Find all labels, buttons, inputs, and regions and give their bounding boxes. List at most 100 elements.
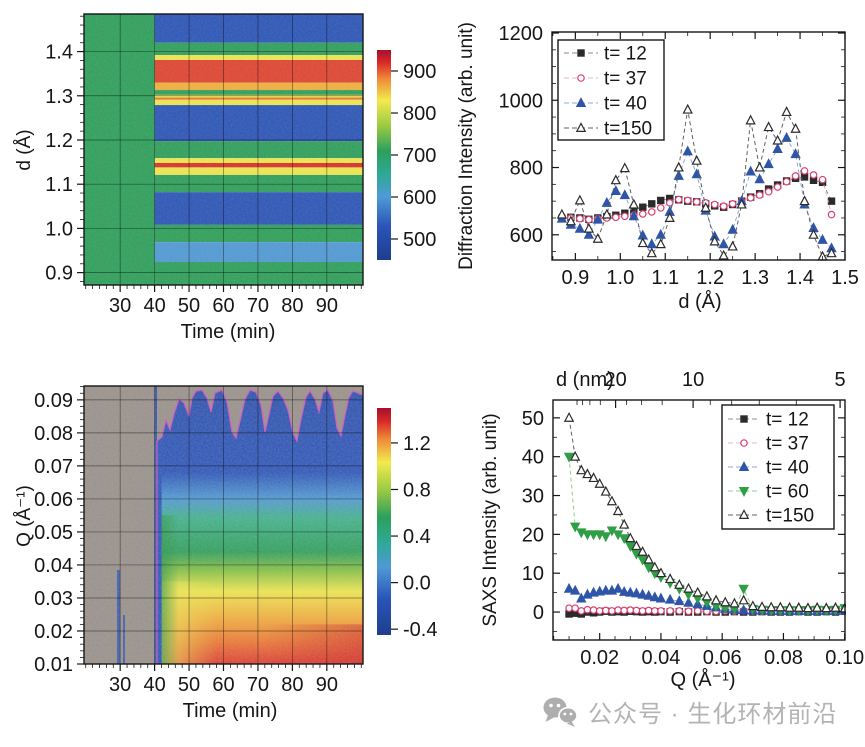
marker bbox=[583, 228, 595, 239]
marker bbox=[588, 530, 599, 541]
y-tick-label: 0.09 bbox=[34, 390, 73, 412]
x-axis-title: Q (Å⁻¹) bbox=[671, 668, 736, 691]
x-tick-label: 60 bbox=[212, 674, 234, 696]
x-tick-label: 1.2 bbox=[696, 267, 724, 289]
marker bbox=[727, 223, 738, 234]
marker bbox=[619, 162, 630, 173]
y-tick-label: 1000 bbox=[499, 90, 544, 112]
marker bbox=[648, 200, 656, 208]
legend-label: t= 12 bbox=[604, 44, 647, 65]
marker bbox=[755, 191, 764, 199]
y-tick-label: 1.3 bbox=[45, 86, 73, 108]
marker bbox=[618, 518, 630, 529]
marker bbox=[595, 607, 604, 615]
y-tick-label: 800 bbox=[510, 158, 543, 180]
marker bbox=[588, 472, 599, 483]
marker bbox=[674, 195, 683, 204]
x-tick-label: 0.9 bbox=[561, 267, 589, 289]
legend-label: t= 40 bbox=[604, 94, 647, 115]
x-tick-label: 0.06 bbox=[703, 647, 742, 669]
marker bbox=[666, 607, 674, 615]
marker bbox=[582, 530, 593, 541]
marker bbox=[727, 240, 738, 251]
panel-saxs: 0.02 0.04 0.06 0.08 0.10 0 10 20 30 40 50 20 10 5 d (n… bbox=[480, 369, 864, 691]
marker bbox=[631, 540, 642, 551]
marker bbox=[746, 193, 755, 202]
x-tick-label: 0.08 bbox=[764, 647, 803, 669]
marker bbox=[651, 607, 659, 615]
colorbar bbox=[377, 50, 391, 260]
marker bbox=[655, 238, 666, 249]
marker bbox=[675, 607, 684, 615]
x-tick-label: 40 bbox=[143, 674, 165, 696]
x-tick-label: 70 bbox=[247, 674, 269, 696]
colorbar-tick-label: 0.4 bbox=[403, 526, 431, 548]
marker bbox=[692, 586, 703, 597]
marker bbox=[754, 161, 765, 172]
marker bbox=[800, 173, 809, 181]
x-tick-label: 1.4 bbox=[786, 267, 814, 289]
marker bbox=[728, 200, 737, 208]
marker bbox=[830, 601, 841, 612]
marker bbox=[745, 114, 756, 125]
marker bbox=[569, 450, 581, 461]
marker bbox=[821, 602, 832, 613]
marker bbox=[718, 238, 729, 249]
marker bbox=[738, 461, 750, 471]
marker bbox=[632, 606, 641, 615]
marker bbox=[800, 167, 809, 175]
marker bbox=[709, 235, 720, 246]
marker bbox=[818, 175, 827, 184]
marker bbox=[563, 452, 575, 463]
marker bbox=[683, 596, 694, 607]
legend-label: t= 37 bbox=[604, 69, 647, 90]
marker bbox=[772, 134, 783, 145]
marker bbox=[790, 122, 801, 133]
legend-label: t= 40 bbox=[766, 458, 809, 479]
x-tick-label: 1.3 bbox=[741, 267, 769, 289]
x-tick-label: 0.02 bbox=[580, 647, 619, 669]
marker bbox=[740, 415, 748, 423]
marker bbox=[772, 143, 783, 154]
marker bbox=[574, 222, 586, 233]
marker bbox=[637, 555, 648, 566]
marker bbox=[827, 210, 836, 219]
marker bbox=[802, 602, 814, 613]
marker bbox=[571, 604, 579, 612]
marker bbox=[791, 172, 800, 180]
marker bbox=[575, 122, 587, 132]
panel-diffraction: 0.9 1.0 1.1 1.2 1.3 1.4 1.5 600 800 1000 1200 d (Å)… bbox=[456, 22, 859, 313]
marker bbox=[701, 590, 713, 601]
marker bbox=[600, 532, 611, 543]
marker bbox=[784, 601, 795, 612]
marker bbox=[740, 439, 748, 447]
series-line bbox=[568, 588, 845, 612]
x-tick-label: 1.0 bbox=[606, 267, 634, 289]
marker bbox=[827, 197, 836, 205]
marker bbox=[664, 212, 675, 222]
marker bbox=[764, 187, 773, 196]
marker bbox=[657, 196, 665, 205]
marker bbox=[576, 214, 584, 223]
marker bbox=[625, 542, 636, 552]
x-tick-label: 30 bbox=[109, 295, 131, 317]
marker bbox=[693, 607, 702, 615]
y-tick-label: 0.05 bbox=[34, 522, 73, 544]
marker bbox=[790, 148, 801, 159]
marker bbox=[782, 177, 791, 186]
marker bbox=[643, 563, 654, 574]
marker bbox=[606, 495, 618, 506]
marker bbox=[589, 606, 598, 614]
top-axis-tick-label: 20 bbox=[604, 369, 626, 391]
marker bbox=[628, 198, 639, 209]
plot-frame bbox=[551, 31, 846, 261]
marker bbox=[643, 589, 654, 600]
panel-saxs_heatmap: 30 40 50 60 70 80 90 0.01 0.02 0.03 0.04 0.05 0.06 0.… bbox=[14, 385, 437, 722]
marker bbox=[614, 606, 622, 614]
x-tick-label: 1.1 bbox=[651, 267, 679, 289]
marker bbox=[563, 411, 575, 422]
marker bbox=[754, 173, 765, 184]
marker bbox=[565, 604, 573, 612]
series-area bbox=[556, 103, 837, 261]
marker bbox=[592, 232, 604, 243]
